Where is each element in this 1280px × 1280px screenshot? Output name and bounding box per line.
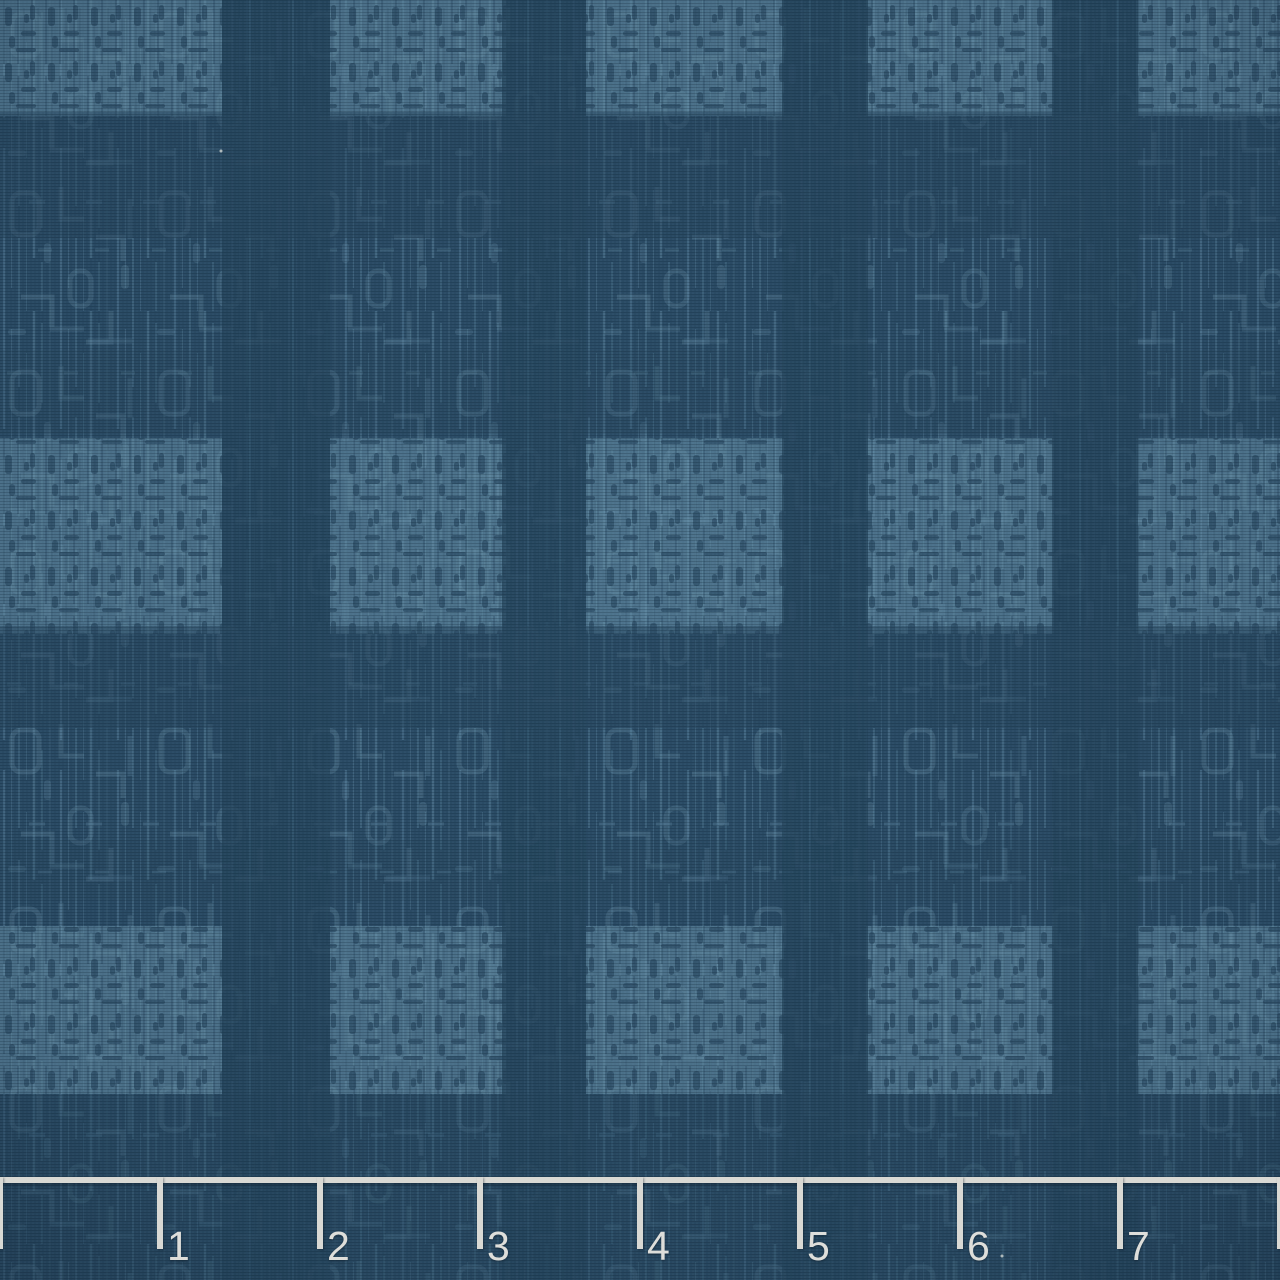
lint-speck bbox=[219, 149, 223, 153]
lint-speck bbox=[1000, 1254, 1004, 1258]
